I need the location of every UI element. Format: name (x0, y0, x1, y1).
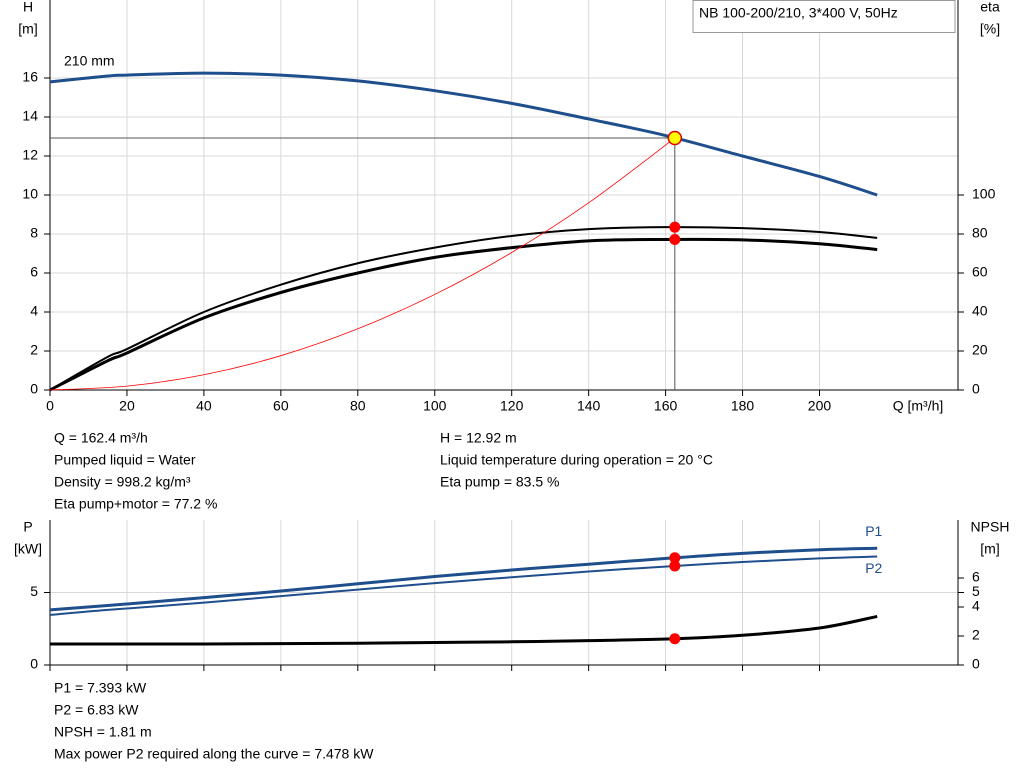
y-axis-unit: [kW] (14, 541, 42, 557)
curve-label: 210 mm (64, 53, 115, 69)
info-line: Pumped liquid = Water (54, 452, 196, 468)
info-line: Eta pump+motor = 77.2 % (54, 496, 217, 512)
y-tick-label: 8 (30, 225, 38, 241)
y-tick-label: 0 (30, 656, 38, 672)
y2-tick-label: 80 (972, 225, 988, 241)
curve-name: P2 (865, 560, 882, 576)
x-tick-label: 40 (196, 398, 212, 414)
y2-tick-label: 20 (972, 342, 988, 358)
operating-point (669, 233, 681, 245)
y-tick-label: 16 (22, 69, 38, 85)
x-tick-label: 180 (731, 398, 755, 414)
curve (50, 614, 878, 646)
info-line: Liquid temperature during operation = 20… (440, 452, 713, 468)
chart-title: NB 100-200/210, 3*400 V, 50Hz (699, 5, 898, 21)
curve (49, 71, 878, 197)
y2-tick-label: 0 (972, 656, 980, 672)
y2-axis-label: eta (980, 0, 1000, 15)
operating-point (669, 560, 681, 572)
y2-tick-label: 5 (972, 583, 980, 599)
curve (49, 137, 676, 391)
x-tick-label: 0 (46, 398, 54, 414)
y2-tick-label: 4 (972, 598, 980, 614)
y2-tick-label: 40 (972, 303, 988, 319)
title-box (692, 0, 956, 33)
y-tick-label: 0 (30, 381, 38, 397)
info-line: P2 = 6.83 kW (54, 702, 139, 718)
curve-name: P1 (865, 523, 882, 539)
y-axis-label: P (23, 519, 32, 535)
operating-point (667, 130, 683, 146)
info-line: Density = 998.2 kg/m³ (54, 474, 191, 490)
y-tick-label: 4 (30, 303, 38, 319)
y2-axis-label: NPSH (971, 519, 1010, 535)
y-tick-label: 5 (30, 583, 38, 599)
x-tick-label: 100 (423, 398, 447, 414)
y-tick-label: 12 (22, 147, 38, 163)
y-tick-label: 10 (22, 186, 38, 202)
curve (49, 546, 878, 612)
curve (49, 237, 878, 392)
x-axis-label: Q [m³/h] (893, 398, 944, 414)
info-line: Q = 162.4 m³/h (54, 430, 148, 446)
y2-tick-label: 100 (972, 186, 996, 202)
y2-tick-label: 2 (972, 627, 980, 643)
info-line: P1 = 7.393 kW (54, 680, 147, 696)
y2-tick-label: 60 (972, 264, 988, 280)
x-tick-label: 60 (273, 398, 289, 414)
y2-axis-unit: [%] (980, 21, 1000, 37)
y-tick-label: 2 (30, 342, 38, 358)
x-tick-label: 200 (808, 398, 832, 414)
y2-tick-label: 0 (972, 381, 980, 397)
y2-tick-label: 6 (972, 569, 980, 585)
x-tick-label: 20 (119, 398, 135, 414)
info-line: Max power P2 required along the curve = … (54, 746, 374, 762)
operating-point (669, 552, 681, 564)
operating-point (669, 633, 681, 645)
x-tick-label: 160 (654, 398, 678, 414)
y-axis-unit: [m] (18, 21, 37, 37)
x-tick-label: 80 (350, 398, 366, 414)
info-line: Eta pump = 83.5 % (440, 474, 559, 490)
curve (49, 555, 878, 616)
info-line: NPSH = 1.81 m (54, 724, 152, 740)
y2-axis-unit: [m] (980, 541, 999, 557)
y-tick-label: 6 (30, 264, 38, 280)
y-axis-label: H (23, 0, 33, 15)
y-tick-label: 14 (22, 108, 38, 124)
x-tick-label: 140 (577, 398, 601, 414)
operating-point (669, 221, 681, 233)
x-tick-label: 120 (500, 398, 524, 414)
info-line: H = 12.92 m (440, 430, 517, 446)
curve (49, 226, 878, 391)
